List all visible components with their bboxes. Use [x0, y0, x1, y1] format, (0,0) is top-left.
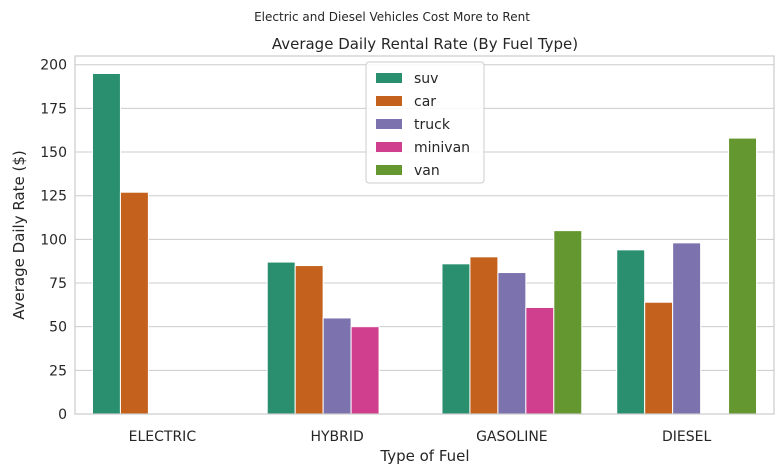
legend-label-minivan: minivan [414, 140, 470, 156]
chart-suptitle: Electric and Diesel Vehicles Cost More t… [254, 10, 530, 24]
x-tick-label: ELECTRIC [129, 429, 197, 445]
legend-label-van: van [414, 163, 440, 179]
y-tick-label: 25 [49, 363, 67, 379]
legend-swatch-suv [376, 73, 402, 83]
bar-suv-hybrid [266, 261, 296, 415]
legend-label-suv: suv [414, 71, 438, 87]
y-tick-label: 150 [40, 145, 67, 161]
legend: suv car truck minivan van [365, 61, 485, 184]
x-axis-label: Type of Fuel [379, 447, 469, 465]
bar-suv-electric [91, 72, 121, 415]
bar-van-diesel [728, 137, 758, 415]
y-tick-label: 175 [40, 101, 67, 117]
bar-minivan-gasoline [525, 306, 555, 415]
y-tick-label: 200 [40, 58, 67, 74]
legend-box [365, 61, 485, 184]
y-tick-label: 50 [49, 320, 67, 336]
chart-title: Average Daily Rental Rate (By Fuel Type) [272, 35, 578, 53]
y-tick-label: 125 [40, 189, 67, 205]
y-tick-label: 100 [40, 232, 67, 248]
bars [91, 72, 758, 415]
y-tick-labels: 0 25 50 75 100 125 150 175 200 [40, 58, 67, 423]
y-tick-label: 0 [58, 407, 67, 423]
bar-minivan-hybrid [350, 326, 380, 415]
x-tick-labels: ELECTRIC HYBRID GASOLINE DIESEL [129, 429, 712, 445]
x-tick-label: GASOLINE [476, 429, 548, 445]
x-tick-label: HYBRID [310, 429, 363, 445]
bar-car-gasoline [469, 256, 499, 415]
bar-suv-gasoline [441, 263, 471, 415]
bar-truck-gasoline [497, 272, 527, 415]
legend-label-truck: truck [414, 117, 451, 133]
legend-label-car: car [414, 94, 436, 110]
y-tick-label: 75 [49, 276, 67, 292]
plot-frame [74, 55, 775, 415]
bar-car-electric [119, 191, 149, 415]
legend-swatch-car [376, 96, 402, 106]
legend-swatch-truck [376, 119, 402, 129]
legend-swatch-van [376, 165, 402, 175]
bar-car-diesel [644, 301, 674, 415]
y-axis-label: Average Daily Rate ($) [10, 150, 28, 320]
bar-truck-diesel [672, 242, 702, 415]
legend-swatch-minivan [376, 142, 402, 152]
bar-truck-hybrid [322, 317, 352, 415]
x-tick-label: DIESEL [662, 429, 711, 445]
bar-car-hybrid [294, 265, 324, 415]
bar-suv-diesel [616, 249, 646, 415]
bar-van-gasoline [553, 230, 583, 415]
